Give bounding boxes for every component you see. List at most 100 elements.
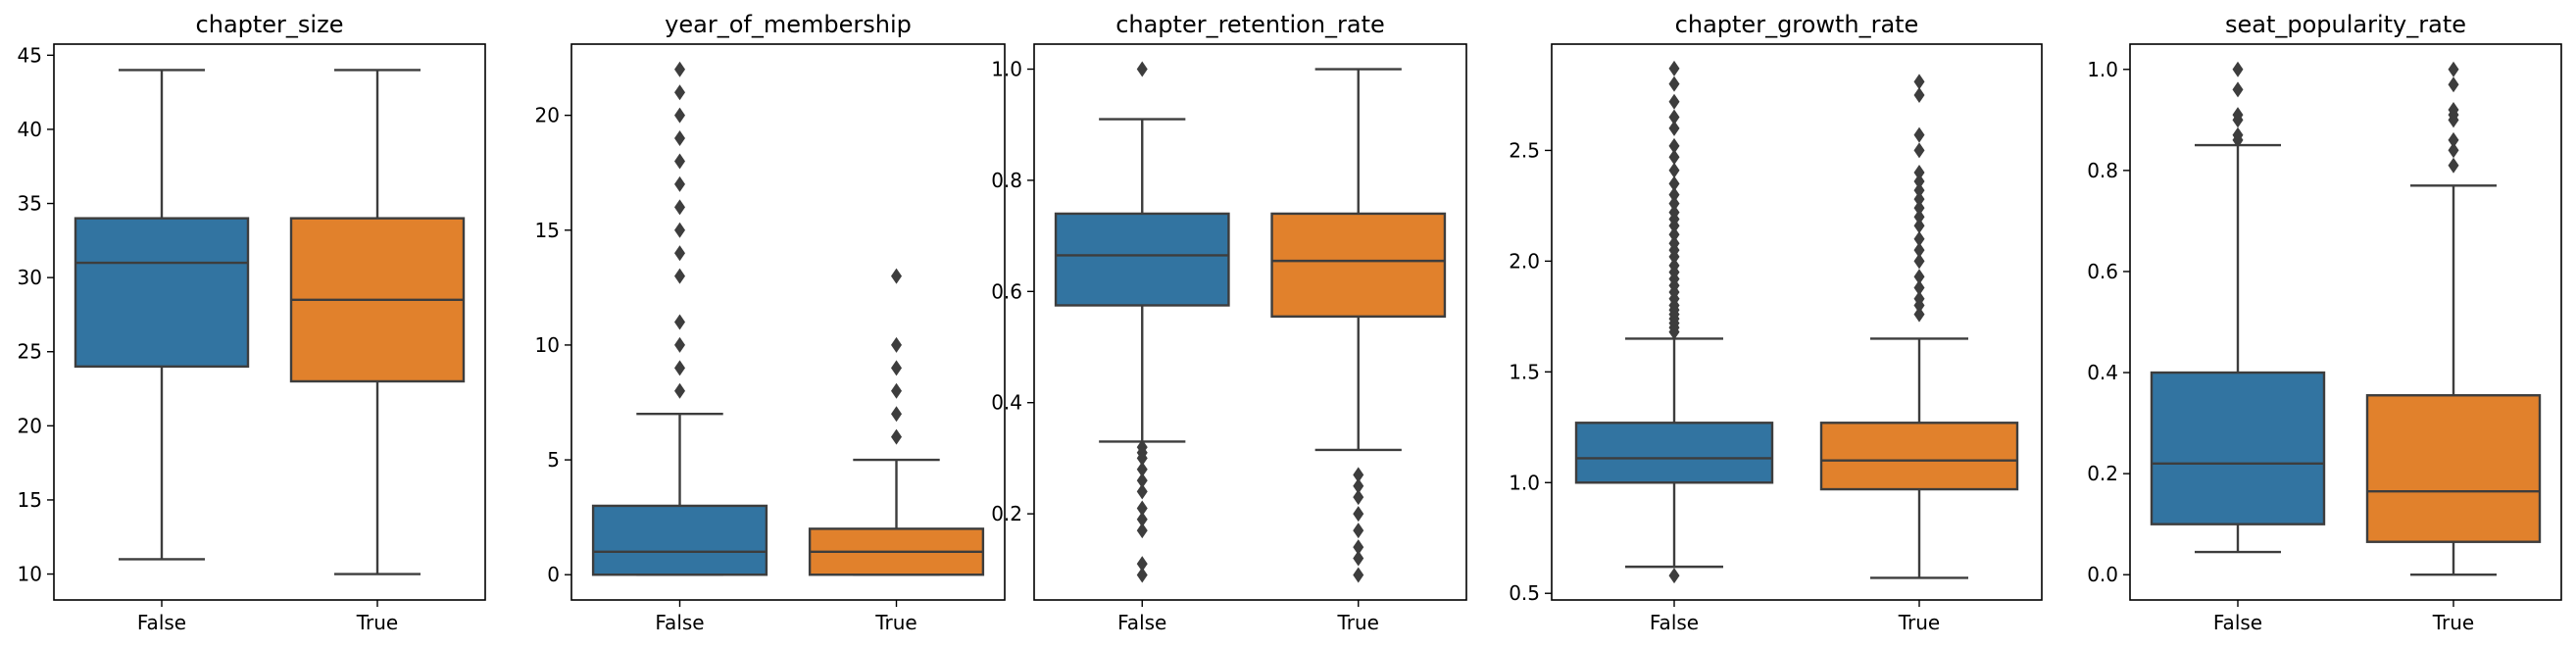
outlier-point	[1668, 120, 1680, 136]
outlier-point	[1668, 257, 1680, 274]
outlier-point	[1913, 191, 1925, 208]
outlier-point	[674, 245, 685, 262]
x-tick-label: False	[1650, 611, 1699, 634]
iqr-box	[74, 217, 250, 369]
y-tick-label: 0.2	[2087, 462, 2118, 485]
outlier-point	[1668, 195, 1680, 212]
box-true	[1819, 74, 2019, 579]
outlier-point	[1136, 61, 1148, 77]
x-tick-label: True	[2432, 611, 2474, 634]
outlier-point	[1668, 93, 1680, 110]
y-tick-label: 10	[535, 333, 560, 357]
outlier-point	[1353, 467, 1364, 483]
outlier-point	[674, 268, 685, 284]
box-false	[591, 61, 768, 576]
outlier-point	[1668, 149, 1680, 166]
y-tick-label: 0.2	[991, 502, 1022, 525]
outlier-point	[1913, 209, 1925, 225]
outlier-point	[1913, 200, 1925, 217]
axes-frame	[53, 43, 486, 601]
outlier-point	[1136, 450, 1148, 467]
outlier-point	[1668, 226, 1680, 243]
outlier-point	[674, 222, 685, 238]
panel-title: chapter_growth_rate	[1675, 11, 1919, 38]
outlier-point	[1136, 473, 1148, 489]
outlier-point	[1913, 242, 1925, 259]
outlier-point	[674, 360, 685, 376]
y-tick-label: 1.0	[991, 58, 1022, 81]
outlier-point	[1353, 523, 1364, 539]
y-tick-label: 0.8	[2087, 159, 2118, 182]
outlier-point	[674, 175, 685, 192]
outlier-point	[1913, 74, 1925, 90]
x-tick-label: True	[1898, 611, 1940, 634]
outlier-point	[1668, 137, 1680, 154]
panel-seat-popularity-rate: seat_popularity_rate False True 0.0 0.2 0.4 0.…	[2087, 11, 2562, 634]
outlier-point	[891, 382, 902, 399]
y-tick-label: 0.0	[2087, 563, 2118, 586]
box-false	[1574, 60, 1774, 584]
outlier-point	[674, 382, 685, 399]
y-tick-label: 0.6	[2087, 260, 2118, 283]
outlier-point	[1353, 567, 1364, 583]
iqr-box	[1054, 212, 1230, 307]
y-tick-label: 2.0	[1509, 249, 1540, 273]
y-tick-label: 40	[18, 118, 42, 141]
panel-title: chapter_retention_rate	[1115, 11, 1385, 38]
panel-chapter-size: chapter_size False True 10 15 20 25 30 35 40 45	[18, 11, 486, 634]
x-tick-label: False	[1117, 611, 1166, 634]
outlier-point	[674, 336, 685, 353]
axes-frame	[1551, 43, 2043, 601]
y-tick-label: 0.5	[1509, 581, 1540, 605]
y-tick-label: 1.0	[1509, 471, 1540, 494]
y-tick-label: 1.0	[2087, 58, 2118, 81]
outlier-point	[1353, 550, 1364, 567]
box-false	[74, 69, 250, 561]
outlier-point	[1136, 511, 1148, 527]
y-tick-label: 2.5	[1509, 138, 1540, 162]
y-tick-label: 20	[18, 414, 42, 437]
axes-frame	[570, 43, 1006, 601]
x-tick-label: False	[137, 611, 186, 634]
x-tick-label: True	[1337, 611, 1379, 634]
y-tick-label: 30	[18, 266, 42, 289]
y-tick-label: 15	[535, 219, 560, 242]
axes-frame	[1033, 43, 1467, 601]
outlier-point	[674, 153, 685, 170]
outlier-point	[2448, 76, 2459, 93]
outlier-point	[1913, 126, 1925, 143]
box-true	[1270, 68, 1447, 583]
outlier-point	[1668, 186, 1680, 203]
y-tick-label: 15	[18, 488, 42, 512]
iqr-box	[1574, 422, 1774, 484]
box-true	[289, 69, 466, 575]
iqr-box	[1270, 212, 1447, 319]
outlier-point	[891, 428, 902, 445]
iqr-box	[1819, 422, 2019, 491]
outlier-point	[1353, 477, 1364, 494]
outlier-point	[1668, 568, 1680, 584]
panel-chapter-growth-rate: chapter_growth_rate False True 0.5 1.0 1.5 2.0…	[1509, 11, 2043, 634]
y-tick-label: 0.8	[991, 169, 1022, 192]
outlier-point	[1668, 235, 1680, 252]
outlier-point	[1913, 290, 1925, 307]
y-tick-label: 0.4	[991, 391, 1022, 415]
outlier-point	[1668, 109, 1680, 125]
y-tick-label: 45	[18, 43, 42, 67]
outlier-point	[2448, 61, 2459, 77]
outlier-point	[2232, 107, 2244, 124]
outlier-point	[1668, 75, 1680, 92]
outlier-point	[1136, 567, 1148, 583]
outlier-point	[1668, 162, 1680, 178]
outlier-point	[2448, 157, 2459, 174]
x-tick-label: True	[874, 611, 916, 634]
outlier-point	[1913, 279, 1925, 296]
outlier-point	[1913, 142, 1925, 159]
y-tick-label: 0.4	[2087, 361, 2118, 384]
outlier-point	[674, 61, 685, 77]
iqr-box	[2150, 371, 2326, 525]
x-tick-label: False	[2213, 611, 2262, 634]
outlier-point	[1353, 506, 1364, 523]
outlier-point	[2448, 131, 2459, 148]
box-false	[2150, 61, 2326, 554]
